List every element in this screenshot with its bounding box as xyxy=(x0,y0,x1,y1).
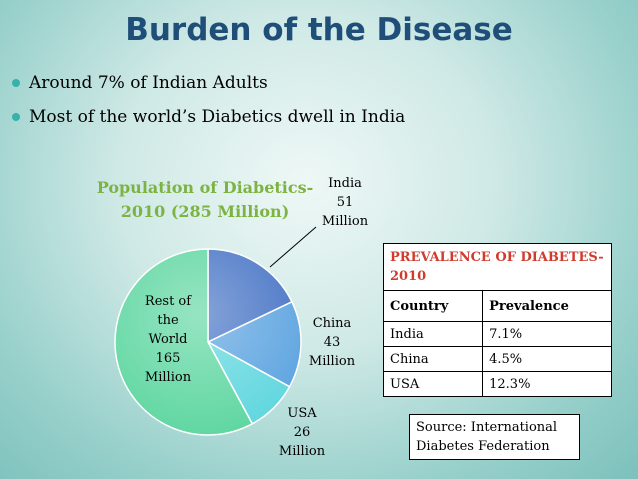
table-row: China 4.5% xyxy=(382,346,612,372)
chart-title-line: 2010 (285 Million) xyxy=(120,202,290,221)
india-label-unit: Million xyxy=(321,214,369,229)
prevalence-table: PREVALENCE OF DIABETES-2010 Country Prev… xyxy=(382,243,612,397)
table-title: PREVALENCE OF DIABETES-2010 xyxy=(383,243,612,291)
slide-title: Burden of the Disease xyxy=(125,12,513,48)
table-cell: 7.1% xyxy=(482,321,612,347)
china-label-unit: Million xyxy=(308,354,356,369)
bullet-text: Most of the world’s Diabetics dwell in I… xyxy=(29,107,406,127)
india-label-name: India xyxy=(328,176,362,191)
chart-title-line: Population of Diabetics- xyxy=(96,178,314,197)
rest-label-line: Rest of xyxy=(144,294,192,309)
rest-label-unit: Million xyxy=(144,370,192,385)
table-row: India 7.1% xyxy=(382,321,612,347)
usa-label-unit: Million xyxy=(278,444,326,459)
table-cell: China xyxy=(382,346,484,372)
table-header-row: Country Prevalence xyxy=(382,290,612,322)
pie-slices xyxy=(114,248,302,436)
bullet-item: Most of the world’s Diabetics dwell in I… xyxy=(12,100,405,134)
bullet-item: Around 7% of Indian Adults xyxy=(12,66,405,100)
usa-label: USA 26 Million xyxy=(272,404,332,461)
table-cell: 12.3% xyxy=(482,371,612,397)
india-label: India 51 Million xyxy=(316,174,374,231)
column-header: Country xyxy=(382,290,484,322)
bullet-text: Around 7% of Indian Adults xyxy=(29,73,268,93)
rest-label-line: World xyxy=(148,332,188,347)
table-cell: 4.5% xyxy=(482,346,612,372)
china-label: China 43 Million xyxy=(302,314,362,371)
bullet-dot-icon xyxy=(12,79,20,87)
bullet-list: Around 7% of Indian Adults Most of the w… xyxy=(12,66,405,134)
bullet-dot-icon xyxy=(12,113,20,121)
chart-title: Population of Diabetics- 2010 (285 Milli… xyxy=(80,176,330,224)
table-title-row: PREVALENCE OF DIABETES-2010 xyxy=(383,243,612,291)
table-cell: USA xyxy=(382,371,484,397)
india-leader-line xyxy=(269,226,317,268)
source-note: Source: International Diabetes Federatio… xyxy=(409,414,580,460)
china-label-name: China xyxy=(312,316,352,331)
rest-label-line: the xyxy=(157,313,179,328)
rest-label-value: 165 xyxy=(155,351,181,366)
rest-label: Rest of the World 165 Million xyxy=(135,292,201,387)
pie-sheen xyxy=(115,249,301,435)
usa-label-value: 26 xyxy=(293,425,311,440)
column-header: Prevalence xyxy=(482,290,612,322)
china-label-value: 43 xyxy=(323,335,341,350)
india-label-value: 51 xyxy=(336,195,354,210)
table-cell: India xyxy=(382,321,484,347)
usa-label-name: USA xyxy=(287,406,317,421)
table-row: USA 12.3% xyxy=(382,371,612,397)
